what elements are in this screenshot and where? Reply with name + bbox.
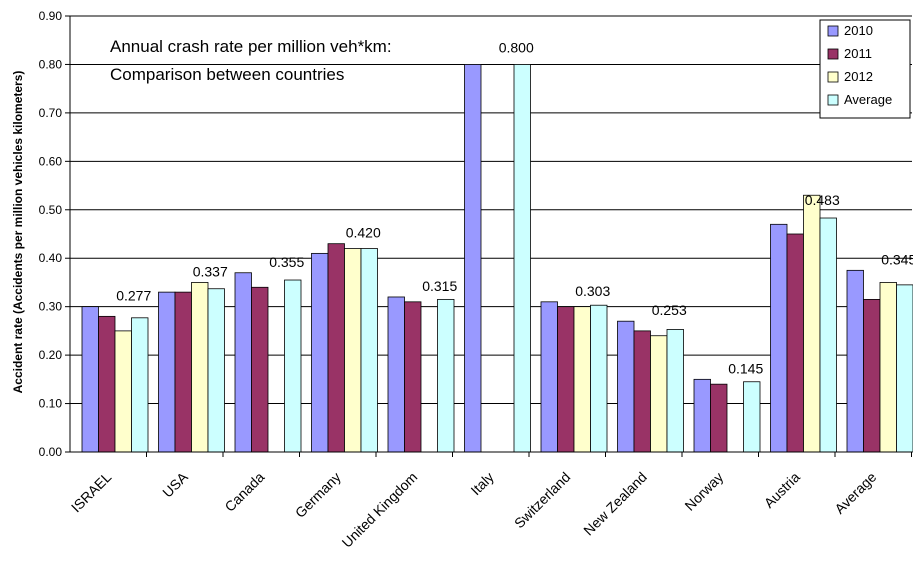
x-tick-label: Austria — [761, 469, 803, 511]
data-label: 0.315 — [422, 278, 457, 294]
bar-average-austria — [819, 217, 837, 453]
bar-2011-germany — [327, 243, 345, 453]
data-label: 0.337 — [193, 263, 228, 279]
y-tick-label: 0.70 — [39, 106, 63, 120]
bar-2011-canada — [251, 286, 269, 453]
y-tick-label: 0.30 — [39, 300, 63, 314]
bar-average-norway — [743, 381, 761, 453]
bars — [81, 64, 913, 453]
bar-2012-israel — [114, 330, 132, 453]
data-label: 0.145 — [728, 360, 763, 376]
chart-title-line-1: Annual crash rate per million veh*km: — [110, 37, 392, 56]
data-label: 0.800 — [499, 39, 534, 55]
y-tick-label: 0.40 — [39, 251, 63, 265]
bar-average-israel — [131, 317, 149, 453]
bar-2011-switzerland — [557, 306, 575, 453]
x-tick-label: New Zealand — [580, 469, 650, 539]
chart-title-line-2: Comparison between countries — [110, 65, 344, 84]
bar-2010-austria — [770, 223, 788, 453]
bar-2010-united-kingdom — [387, 296, 405, 453]
bar-average-united-kingdom — [437, 298, 455, 453]
y-tick-label: 0.90 — [39, 9, 63, 23]
legend-swatch — [827, 48, 839, 60]
bar-2010-new-zealand — [617, 320, 635, 453]
x-tick-label: ISRAEL — [68, 469, 115, 516]
bar-2011-average — [863, 298, 881, 453]
legend-swatch — [827, 94, 839, 106]
bar-2010-israel — [81, 306, 99, 453]
x-tick-label: Italy — [467, 469, 496, 498]
bar-2012-switzerland — [573, 306, 591, 453]
legend-swatch — [827, 25, 839, 37]
bar-average-germany — [360, 248, 378, 453]
bar-average-usa — [207, 288, 225, 453]
bar-2010-norway — [693, 378, 711, 453]
y-tick-label: 0.20 — [39, 348, 63, 362]
bar-average-new-zealand — [666, 329, 684, 453]
data-label: 0.420 — [346, 225, 381, 241]
y-tick-label: 0.10 — [39, 397, 63, 411]
bar-2010-usa — [158, 291, 176, 453]
bar-2012-austria — [803, 194, 821, 453]
legend: 2010 2011 2012 Average — [819, 19, 911, 119]
bar-2010-switzerland — [540, 301, 558, 453]
x-tick-label: Germany — [292, 469, 344, 521]
data-label: 0.483 — [805, 192, 840, 208]
legend-label: 2010 — [844, 23, 873, 38]
bar-2010-germany — [311, 252, 329, 453]
bar-2010-average — [846, 269, 864, 453]
legend-label: 2011 — [844, 46, 872, 61]
data-labels: 0.277 0.337 0.355 0.420 0.315 0.800 0.303 0.253… — [116, 39, 913, 376]
y-tick-label: 0.00 — [39, 445, 63, 459]
bar-2012-usa — [191, 282, 209, 453]
bar-2011-austria — [786, 233, 804, 453]
bar-average-average — [896, 284, 913, 453]
bar-2012-average — [879, 282, 897, 453]
bar-average-canada — [284, 279, 302, 453]
bar-2011-usa — [174, 291, 192, 453]
x-tick-label: Canada — [221, 469, 267, 515]
bar-average-switzerland — [590, 304, 608, 453]
bar-2012-new-zealand — [650, 335, 668, 453]
bar-2011-norway — [710, 383, 728, 453]
bar-2011-united-kingdom — [404, 301, 422, 453]
data-label: 0.345 — [881, 251, 913, 267]
y-tick-label: 0.60 — [39, 154, 63, 168]
legend-label: 2012 — [844, 69, 873, 84]
x-tick-label: Norway — [681, 469, 726, 514]
y-tick-label: 0.80 — [39, 57, 63, 71]
data-label: 0.355 — [269, 254, 304, 270]
data-label: 0.303 — [575, 283, 610, 299]
bar-average-italy — [513, 64, 531, 453]
x-tick-label: Switzerland — [511, 469, 573, 531]
legend-label: Average — [844, 92, 892, 107]
x-tick-label: Average — [831, 469, 879, 517]
data-label: 0.277 — [116, 288, 151, 304]
x-tick-label: United Kingdom — [339, 469, 421, 551]
bar-2012-germany — [344, 248, 362, 453]
y-axis-label: Accident rate (Accidents per million veh… — [11, 71, 25, 394]
data-label: 0.253 — [652, 302, 687, 318]
bar-2010-canada — [234, 272, 252, 453]
legend-swatch — [827, 71, 839, 83]
bar-2011-israel — [98, 315, 116, 453]
x-tick-label: USA — [159, 468, 191, 500]
y-tick-label: 0.50 — [39, 203, 63, 217]
bar-2011-new-zealand — [633, 330, 651, 453]
bar-2010-italy — [464, 64, 482, 453]
